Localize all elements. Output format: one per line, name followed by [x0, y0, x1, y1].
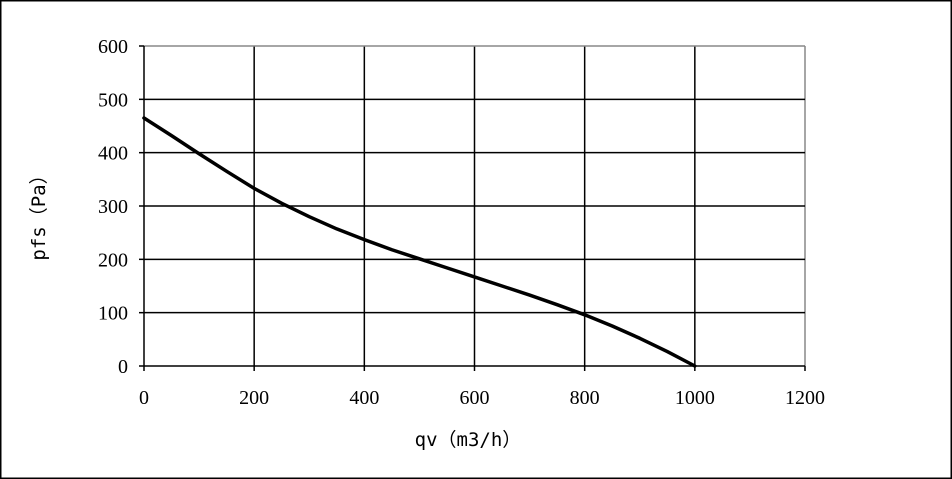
y-tick-label-400: 400: [98, 143, 128, 165]
y-tick-label-100: 100: [98, 303, 128, 325]
grid-lines: [144, 45, 806, 366]
x-tick-label-1200: 1200: [785, 387, 825, 409]
y-axis-title: pfs（Pa）: [28, 165, 50, 260]
tick-labels: 0 100 200 300 400 500 600 0 200 400 600 800 1000 1200: [98, 36, 825, 409]
x-tick-label-400: 400: [349, 387, 379, 409]
x-axis-title: qv（m3/h）: [415, 429, 522, 451]
x-tick-label-1000: 1000: [675, 387, 715, 409]
series-line-0: [142, 116, 697, 368]
x-tick-label-200: 200: [239, 387, 269, 409]
y-tick-label-500: 500: [98, 89, 128, 111]
y-tick-label-0: 0: [118, 356, 128, 378]
series-layer: [142, 116, 697, 368]
x-tick-label-600: 600: [460, 387, 490, 409]
y-tick-label-300: 300: [98, 196, 128, 218]
y-tick-label-200: 200: [98, 249, 128, 271]
y-tick-label-600: 600: [98, 36, 128, 58]
x-tick-label-0: 0: [139, 387, 149, 409]
x-tick-label-800: 800: [570, 387, 600, 409]
